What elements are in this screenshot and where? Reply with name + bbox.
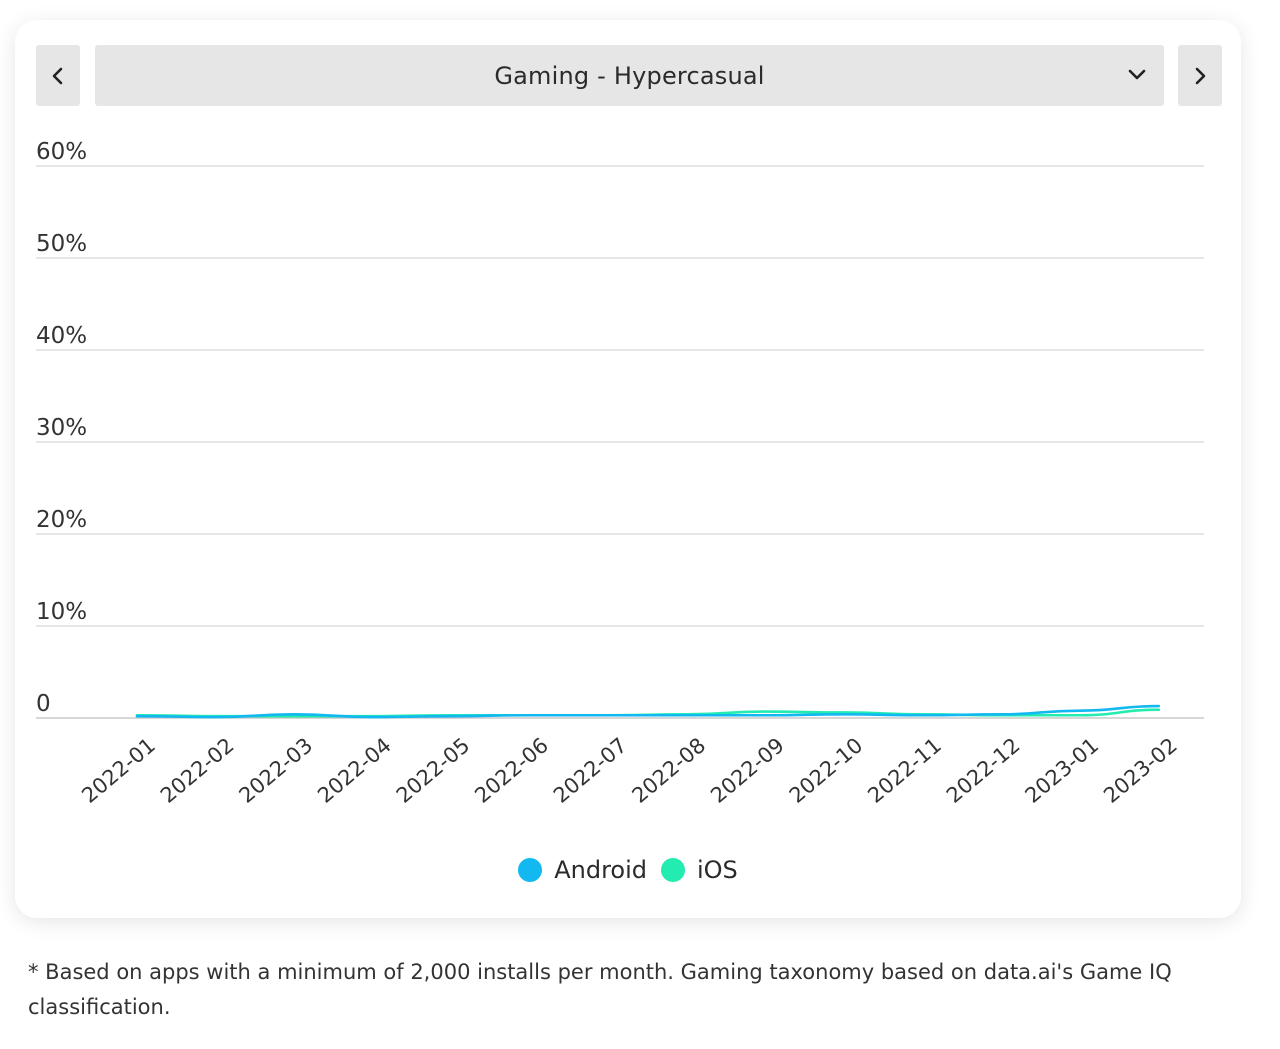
x-tick-label: 2022-08: [628, 733, 711, 808]
y-tick-label: 0: [36, 691, 51, 717]
category-dropdown[interactable]: Gaming - Hypercasual: [95, 45, 1164, 106]
x-tick-label: 2022-10: [785, 733, 868, 808]
x-tick-label: 2022-03: [235, 733, 318, 808]
y-tick-label: 40%: [36, 323, 87, 349]
y-tick-label: 60%: [36, 139, 87, 165]
y-tick-label: 30%: [36, 415, 87, 441]
y-tick-label: 50%: [36, 231, 87, 257]
legend-label-ios: iOS: [697, 856, 738, 884]
line-chart: 010%20%30%40%50%60% 2022-012022-022022-0…: [36, 139, 1204, 808]
x-tick-label: 2022-07: [549, 733, 632, 808]
android-line: [135, 704, 1161, 719]
category-dropdown-label: Gaming - Hypercasual: [494, 61, 765, 90]
x-tick-label: 2022-01: [77, 733, 160, 808]
x-tick-label: 2022-11: [863, 733, 946, 808]
legend-label-android: Android: [554, 856, 647, 884]
grid-lines: [36, 165, 1204, 719]
y-tick-label: 20%: [36, 507, 87, 533]
x-tick-label: 2023-01: [1021, 733, 1104, 808]
x-tick-label: 2022-05: [392, 733, 475, 808]
series-lines: [135, 704, 1161, 719]
legend-swatch-ios: [661, 858, 685, 882]
x-axis-tick-labels: 2022-012022-022022-032022-042022-052022-…: [77, 733, 1181, 808]
y-axis-tick-labels: 0 10% 20% 30% 40% 50% 60%: [36, 139, 87, 717]
chevron-down-icon: [1128, 69, 1146, 80]
x-tick-label: 2022-12: [942, 733, 1025, 808]
previous-category-button[interactable]: [36, 45, 80, 106]
x-tick-label: 2022-04: [313, 733, 396, 808]
x-tick-label: 2022-09: [706, 733, 789, 808]
legend-item-ios[interactable]: iOS: [661, 856, 738, 884]
y-tick-label: 10%: [36, 599, 87, 625]
chevron-left-icon: [52, 67, 63, 84]
legend: Android iOS: [15, 856, 1241, 884]
chart-card: Gaming - Hypercasual 0 10% 20% 30% 40% 50% 60%…: [15, 20, 1241, 918]
chevron-right-icon: [1195, 67, 1206, 84]
footnote: * Based on apps with a minimum of 2,000 …: [28, 960, 1172, 1019]
legend-swatch-android: [518, 858, 543, 882]
legend-item-android[interactable]: Android: [518, 856, 647, 884]
next-category-button[interactable]: [1178, 45, 1222, 106]
x-tick-label: 2022-02: [156, 733, 239, 808]
x-tick-label: 2022-06: [470, 733, 553, 808]
x-tick-label: 2023-02: [1099, 733, 1182, 808]
